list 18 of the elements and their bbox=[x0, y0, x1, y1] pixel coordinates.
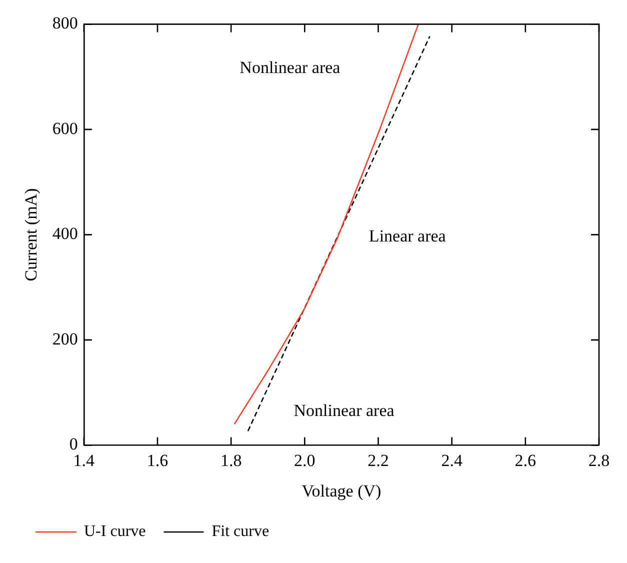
x-axis-title: Voltage (V) bbox=[302, 481, 382, 500]
x-tick-label: 1.8 bbox=[220, 450, 242, 470]
y-axis-title: Current (mA) bbox=[22, 188, 41, 282]
annotation: Nonlinear area bbox=[294, 400, 395, 420]
x-tick-label: 2.4 bbox=[441, 450, 463, 470]
y-tick-label: 800 bbox=[52, 14, 78, 33]
y-tick-label: 400 bbox=[52, 224, 78, 244]
annotation: Nonlinear area bbox=[240, 58, 341, 77]
x-tick-label: 1.6 bbox=[146, 450, 168, 470]
x-tick-label: 2.2 bbox=[368, 450, 389, 470]
legend-label: Fit curve bbox=[212, 523, 270, 540]
y-tick-label: 600 bbox=[52, 118, 78, 138]
legend-label: U-I curve bbox=[84, 523, 146, 540]
x-tick-label: 2.6 bbox=[514, 450, 536, 470]
x-tick-label: 2.0 bbox=[294, 450, 316, 470]
annotation: Linear area bbox=[368, 226, 446, 246]
y-tick-label: 200 bbox=[52, 329, 78, 348]
x-tick-label: 2.8 bbox=[588, 450, 610, 470]
